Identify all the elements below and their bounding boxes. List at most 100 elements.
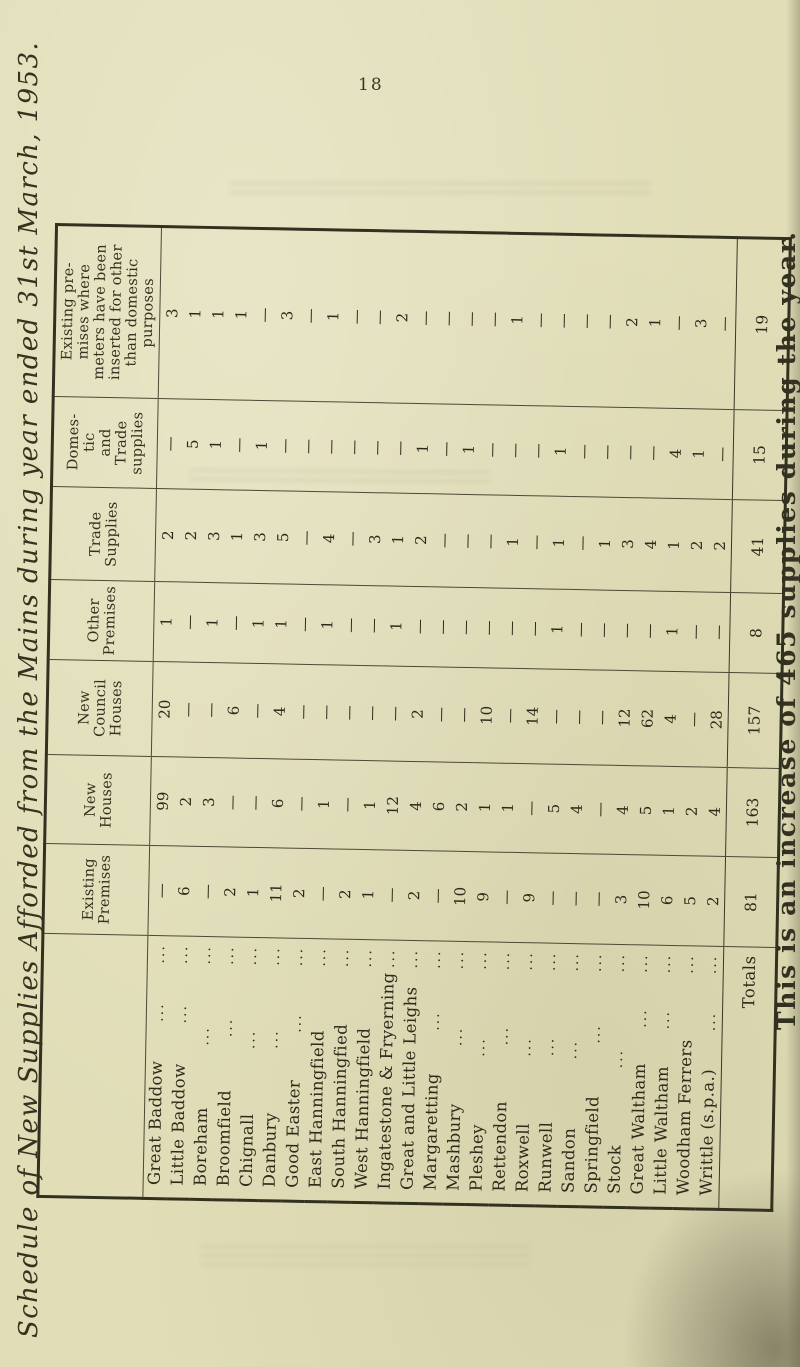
value-cell: — [524, 405, 550, 497]
leader-dots: ... [634, 953, 652, 973]
value-cell: 1 [314, 584, 340, 666]
place-name: Mashbury [443, 1103, 465, 1192]
leader-dots: ... [588, 952, 606, 973]
value-cell: — [386, 402, 412, 494]
leader-dots: ... [680, 954, 698, 974]
value-cell: — [312, 664, 338, 760]
value-cell: 2 [388, 230, 415, 404]
value-cell: 3 [615, 497, 640, 591]
value-cell: 4 [662, 408, 688, 499]
value-cell: — [219, 757, 244, 848]
value-cell: 2 [154, 488, 180, 582]
leader-dots: ... [196, 1026, 213, 1046]
value-cell: — [616, 407, 642, 498]
value-cell: 1 [495, 763, 520, 853]
place-name: East Hanningfield [305, 1030, 328, 1189]
value-cell: 6 [265, 758, 290, 849]
value-cell: — [475, 587, 501, 669]
supplies-schedule-table: Existing Premises New Houses New Council House… [36, 223, 792, 1212]
value-cell: — [710, 237, 738, 410]
value-cell: — [572, 234, 599, 407]
place-name: West Hanningfield [351, 1027, 374, 1190]
value-cell: — [518, 763, 543, 853]
value-cell: 12 [611, 670, 637, 766]
value-cell: — [565, 669, 591, 765]
value-cell: — [358, 665, 384, 761]
place-name: Great and Little Leighs [397, 986, 421, 1191]
value-cell: 2 [679, 766, 704, 857]
place-name: Pleshey [466, 1123, 487, 1192]
value-cell: 4 [702, 767, 728, 857]
value-cell: — [406, 586, 432, 667]
value-cell: — [427, 666, 453, 763]
value-cell: 3 [247, 490, 272, 584]
leader-dots: ... [496, 950, 514, 971]
value-cell: 99 [149, 756, 175, 846]
value-cell: 2 [408, 493, 433, 587]
value-cell: — [294, 401, 320, 492]
value-cell: 1 [409, 403, 435, 494]
leader-dots: ... [541, 1036, 558, 1057]
leader-dots: ... [495, 1025, 512, 1046]
leader-dots: ... [657, 953, 675, 974]
value-cell: — [222, 582, 248, 664]
value-cell: — [526, 233, 553, 407]
value-cell: — [147, 845, 174, 936]
leader-dots: ... [173, 1003, 191, 1024]
value-cell: 3 [608, 854, 634, 945]
table-header: Existing Premises New Houses New Council House… [37, 224, 162, 1199]
value-cell: — [477, 494, 502, 589]
leader-dots: ... [335, 947, 353, 968]
column-header: Trade Supplies [49, 486, 157, 582]
value-cell: 4 [610, 765, 635, 855]
value-cell: 3 [362, 492, 387, 586]
value-cell: — [335, 665, 361, 761]
value-cell: 2 [449, 762, 474, 852]
value-cell: 1 [385, 492, 410, 587]
place-name: Great Waltham [627, 1063, 650, 1195]
value-cell: — [197, 662, 223, 758]
place-name: Margaretting [420, 1073, 442, 1191]
table-body: Great Baddow...... —99 20 1 2—3 Little Baddow… [143, 226, 738, 1210]
column-header: Existing Premises [42, 843, 150, 936]
value-cell: 4 [564, 764, 589, 854]
leader-dots: ... [288, 1013, 305, 1033]
value-cell: — [590, 589, 616, 671]
value-cell: 1 [455, 404, 481, 495]
value-cell: 1 [661, 498, 686, 592]
value-cell: — [639, 407, 665, 499]
place-name: Writtle (s.p.a.) [696, 1068, 718, 1196]
value-cell: — [156, 398, 182, 489]
value-cell: — [432, 403, 458, 495]
place-name: Roxwell [512, 1123, 533, 1193]
leader-dots: ... [312, 947, 330, 967]
leader-dots: ... [266, 946, 284, 966]
leader-dots: ... [427, 949, 445, 969]
value-cell: — [288, 759, 313, 849]
show-through-smudge [200, 1245, 530, 1271]
value-cell: — [562, 853, 588, 944]
value-cell: — [429, 586, 455, 668]
value-cell: — [317, 401, 343, 493]
value-cell: — [339, 492, 364, 586]
page-number: 18 [358, 75, 384, 95]
value-cell: — [613, 590, 639, 671]
leader-dots: ... [197, 944, 215, 965]
place-name: Ingatestone & Fryerning [374, 972, 398, 1190]
value-cell: — [225, 399, 251, 491]
value-cell: 5 [633, 765, 658, 856]
value-cell: 6 [171, 845, 197, 937]
leader-dots: ... [150, 1002, 168, 1022]
leader-dots: ... [449, 1026, 466, 1047]
value-cell: — [450, 667, 476, 763]
value-cell: — [381, 665, 407, 762]
value-cell: 1 [153, 581, 179, 662]
leader-dots: ... [381, 948, 399, 969]
value-cell: — [296, 229, 323, 402]
value-cell: 5 [541, 763, 566, 854]
value-cell: 1 [319, 229, 346, 403]
leader-dots: ... [519, 951, 537, 971]
leader-dots: ... [174, 944, 192, 965]
value-cell: 1 [202, 399, 228, 490]
